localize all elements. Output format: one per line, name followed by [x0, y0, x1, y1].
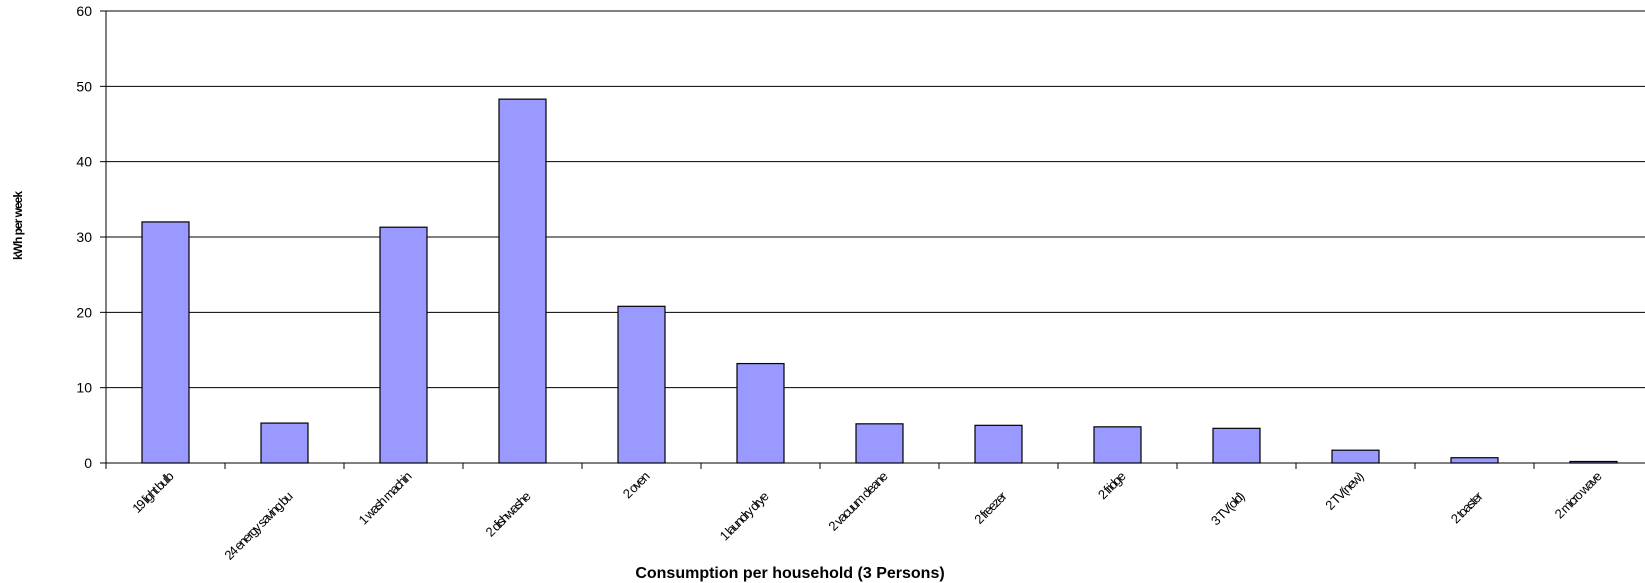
bar — [736, 362, 785, 464]
bar — [498, 98, 547, 464]
x-tick-label: 2 freezer — [971, 488, 1010, 527]
x-tick-label: 2 vacuum cleane — [825, 469, 890, 534]
y-tick-label: 0 — [84, 455, 92, 471]
x-tick-label: 1 wash machin — [355, 469, 414, 528]
bars — [141, 98, 1618, 464]
bar — [974, 424, 1023, 464]
bar — [1093, 426, 1142, 464]
x-axis-label: Consumption per household (3 Persons) — [635, 565, 944, 582]
gridlines — [106, 10, 1645, 389]
bar — [260, 422, 309, 464]
x-tick-label: 2 micro wave — [1552, 469, 1605, 522]
x-tick-label: 3 TV(old) — [1208, 489, 1248, 529]
y-tick-label: 50 — [76, 78, 92, 94]
x-tick-label: 2 oven — [620, 469, 653, 502]
bar — [1331, 449, 1380, 464]
x-tick-label: 2 TV(new) — [1322, 469, 1366, 513]
y-tick-label: 30 — [76, 229, 92, 245]
y-axis-label: kWh per week — [11, 191, 25, 260]
x-tick-label: 2 dishwashe — [483, 489, 534, 540]
x-tick-label: 1 laundry drye — [717, 489, 772, 544]
y-tick-label: 20 — [76, 304, 92, 320]
x-tick-labels: 19 light bulb 24 energy saving bu 1 wash m… — [129, 469, 1604, 563]
bar — [1450, 457, 1499, 464]
y-tick-labels: 0 10 20 30 40 50 60 — [76, 3, 92, 471]
axes — [100, 10, 1645, 469]
bar — [379, 226, 428, 464]
x-tick-label: 2 toaster — [1448, 488, 1486, 526]
bar — [617, 305, 666, 464]
y-tick-label: 10 — [76, 380, 92, 396]
y-tick-label: 40 — [76, 154, 92, 170]
x-tick-label: 19 light bulb — [129, 469, 176, 516]
bar — [855, 423, 904, 464]
bar — [1212, 427, 1261, 464]
y-tick-label: 60 — [76, 3, 92, 19]
bar — [141, 221, 190, 464]
x-tick-label: 2 fridge — [1095, 469, 1129, 503]
x-tick-label: 24 energy saving bu — [221, 489, 295, 563]
